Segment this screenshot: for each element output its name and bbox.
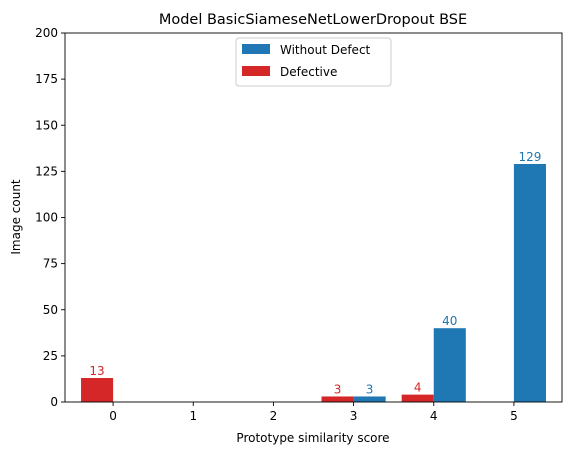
bar-without-defect-3 (353, 396, 386, 402)
data-label-without-defect-4: 40 (442, 314, 457, 328)
data-label-defective-3: 3 (334, 382, 342, 396)
legend-label-defective: Defective (280, 65, 337, 79)
x-tick-label-2: 2 (270, 409, 278, 423)
axes-frame (64, 32, 563, 403)
y-tick-label-50: 50 (43, 303, 58, 317)
y-tick-label-150: 150 (35, 118, 58, 132)
legend: Without Defect Defective (235, 37, 392, 87)
bar-defective-0 (81, 378, 114, 402)
y-tick-label-75: 75 (43, 257, 58, 271)
y-axis-label: Image count (9, 179, 23, 255)
data-label-without-defect-3: 3 (366, 382, 374, 396)
x-tick-label-4: 4 (430, 409, 438, 423)
data-label-defective-0: 13 (89, 364, 104, 378)
y-tick-label-0: 0 (50, 395, 58, 409)
bar-defective-4 (401, 394, 434, 402)
legend-label-without-defect: Without Defect (280, 43, 371, 57)
y-tick-label-175: 175 (35, 72, 58, 86)
y-tick-label-125: 125 (35, 164, 58, 178)
chart-title: Model BasicSiameseNetLowerDropout BSE (159, 12, 467, 28)
data-label-defective-4: 4 (414, 381, 422, 395)
bar-defective-3 (321, 396, 354, 402)
bar-without-defect-4 (433, 328, 466, 402)
y-tick-label-200: 200 (35, 26, 58, 40)
x-tick-label-1: 1 (189, 409, 197, 423)
x-axis-label: Prototype similarity score (236, 431, 389, 445)
y-tick-label-100: 100 (35, 211, 58, 225)
x-tick-label-0: 0 (109, 409, 117, 423)
y-tick-label-25: 25 (43, 349, 58, 363)
x-tick-label-5: 5 (510, 409, 518, 423)
legend-box (235, 37, 392, 87)
bar-without-defect-5 (513, 163, 546, 402)
legend-swatch-without-defect (242, 44, 270, 54)
data-label-without-defect-5: 129 (518, 150, 541, 164)
x-tick-label-3: 3 (350, 409, 358, 423)
legend-swatch-defective (242, 66, 270, 76)
